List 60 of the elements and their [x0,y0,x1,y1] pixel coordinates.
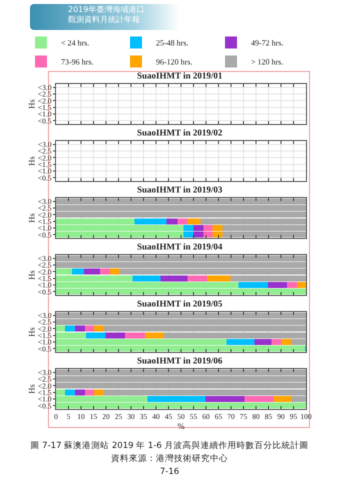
y-axis-title: Hs [26,99,36,109]
bar [188,275,207,282]
y-axis-title: Hs [26,327,36,337]
bar [144,332,164,338]
bar [134,218,166,224]
bar [272,339,281,345]
chart-title: SuaoIHMT in 2019/03 [136,184,223,194]
bar [244,396,274,402]
x-axis-title: % [177,421,185,431]
legend-label: 49-72 hrs. [251,38,284,48]
y-axis-title: Hs [26,270,36,280]
bar [84,268,100,275]
text: 7-16 [158,466,180,479]
bar [147,396,206,402]
chart-title: SuaoIHMT in 2019/02 [136,127,223,138]
chart-title: SuaoIHMT in 2019/04 [136,241,223,252]
bar [64,389,75,396]
bar [238,282,268,288]
y-axis-title: Hs [26,384,36,394]
bar [166,218,178,224]
bar [74,326,85,332]
chart-title: SuaoIHMT in 2019/05 [136,298,223,308]
bar [296,282,306,288]
bar [94,326,104,332]
bar [84,326,94,332]
bar [72,268,84,275]
bar [206,396,244,402]
legend-label: 73-96 hrs. [61,58,94,67]
chart-title: SuaoIHMT in 2019/01 [136,70,223,80]
y-axis-title: Hs [26,213,36,223]
bar [110,268,120,275]
bar [273,396,292,402]
bar [207,275,230,282]
legend-label: 25-48 hrs. [156,38,188,48]
caption: 圖 7-17 蘇澳港測站 2019 年 1-6 月波高與連續作用時數百分比統計圖 [29,440,310,453]
legend-label: > 120 hrs. [251,58,284,67]
bar [160,275,188,282]
bar [84,389,94,396]
bar [64,326,75,332]
bar [94,389,104,396]
source-note: 資料來源：港灣技術研究中心 [110,453,229,466]
chart-title: SuaoIHMT in 2019/06 [136,355,223,366]
bar [132,275,160,282]
bar [74,389,85,396]
y-axis-title: Hs [26,156,36,166]
text: 2019年臺灣海域港口 [68,5,144,15]
bar [177,218,188,224]
bar [226,339,254,345]
bar [106,332,125,338]
bar [286,282,297,288]
bar [86,332,106,338]
text: 觀測資料月統計年報 [68,15,141,25]
legend-label: 96-120 hrs. [156,58,192,67]
legend-label: < 24 hrs. [61,38,90,48]
bar [268,282,287,288]
bar [187,218,200,224]
bar [100,268,110,275]
bar [281,339,291,345]
bar [124,332,145,338]
bar [254,339,272,345]
